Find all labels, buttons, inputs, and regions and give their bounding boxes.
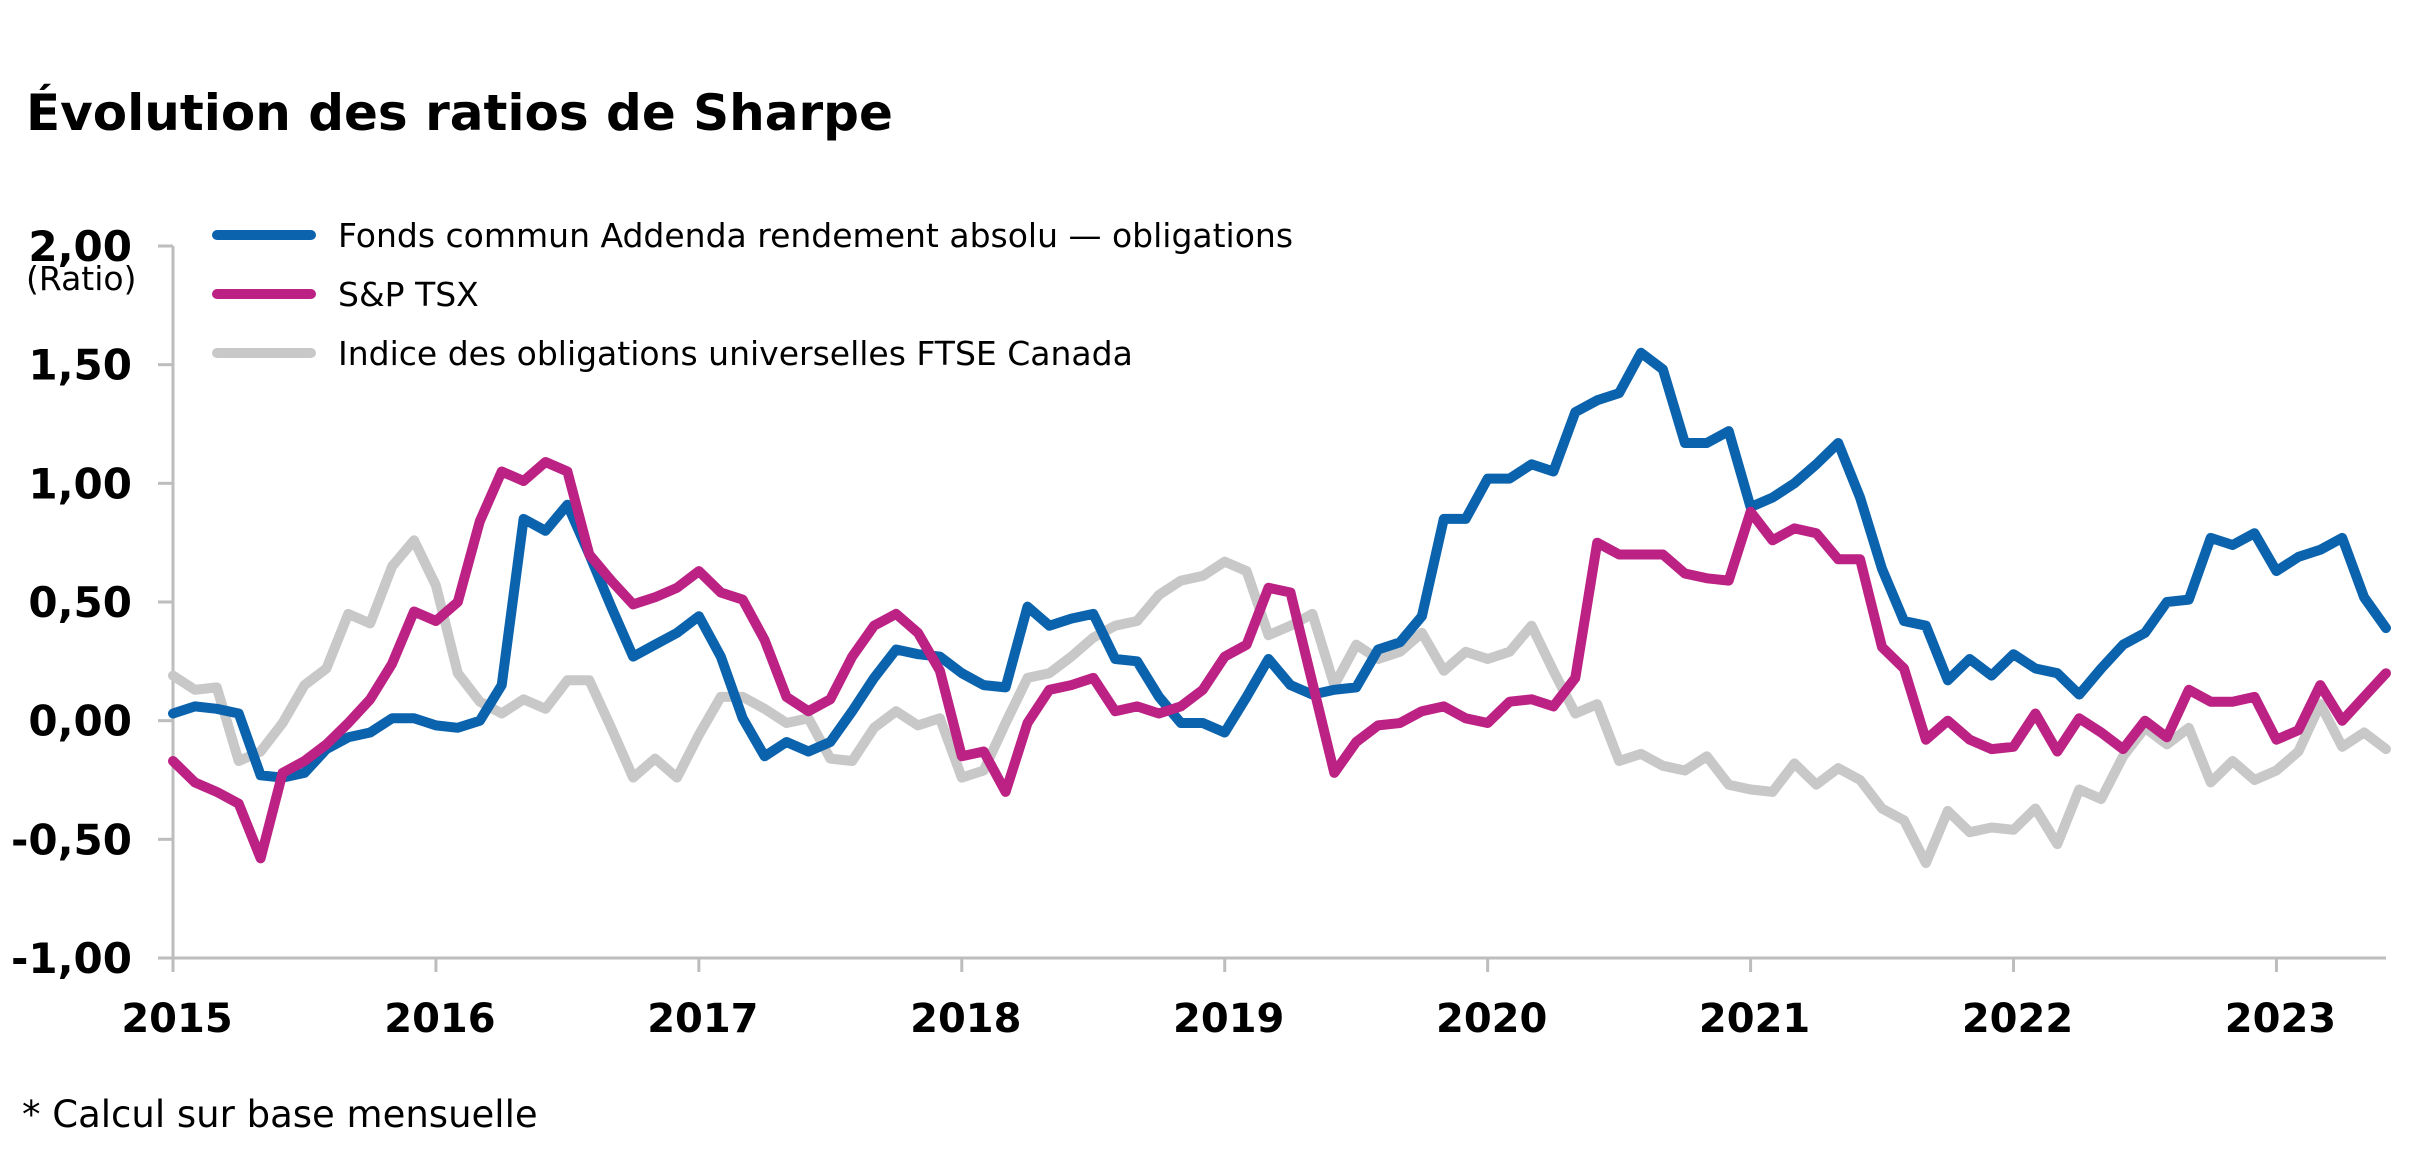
x-tick-label: 2018 (910, 996, 1021, 1042)
x-tick-label: 2023 (2225, 996, 2336, 1042)
x-tick-label: 2021 (1699, 996, 1810, 1042)
y-tick-label: 0,50 (28, 578, 132, 627)
y-tick-label: -0,50 (11, 815, 132, 864)
legend-item: Indice des obligations universelles FTSE… (212, 334, 1133, 373)
y-tick-label: 1,00 (28, 459, 132, 508)
y-ticks: 2,00 1,50 1,00 0,50 0,00 -0,50 -1,00 (11, 222, 173, 983)
legend: Fonds commun Addenda rendement absolu — … (212, 216, 1293, 373)
legend-label: Fonds commun Addenda rendement absolu — … (338, 216, 1293, 255)
y-axis: 2,00 1,50 1,00 0,50 0,00 -0,50 -1,00 (11, 222, 175, 983)
y-tick-label: 0,00 (28, 697, 132, 746)
y-tick-label: 1,50 (28, 341, 132, 390)
y-tick-label: 2,00 (28, 222, 132, 271)
x-tick-label: 2019 (1173, 996, 1284, 1042)
x-axis: 2015 2016 2017 2018 2019 2020 2021 2022 2023 (121, 956, 2386, 1042)
legend-label: S&P TSX (338, 275, 479, 314)
y-axis-unit-label: (Ratio) (26, 259, 136, 298)
series-lines (168, 347, 2391, 869)
series-line-1 (168, 347, 2391, 783)
x-tick-label: 2022 (1962, 996, 2073, 1042)
series-line-3 (168, 535, 2391, 869)
legend-label: Indice des obligations universelles FTSE… (338, 334, 1133, 373)
chart-title: Évolution des ratios de Sharpe (26, 83, 893, 142)
legend-item: Fonds commun Addenda rendement absolu — … (212, 216, 1293, 255)
legend-item: S&P TSX (212, 275, 479, 314)
x-tick-label: 2020 (1436, 996, 1547, 1042)
y-tick-label: -1,00 (11, 934, 132, 983)
x-tick-label: 2017 (647, 996, 758, 1042)
x-ticks: 2015 2016 2017 2018 2019 2020 2021 2022 2023 (121, 958, 2336, 1042)
x-tick-label: 2015 (121, 996, 232, 1042)
series-line-2 (168, 457, 2391, 864)
x-tick-label: 2016 (384, 996, 495, 1042)
footnote: * Calcul sur base mensuelle (22, 1093, 538, 1136)
